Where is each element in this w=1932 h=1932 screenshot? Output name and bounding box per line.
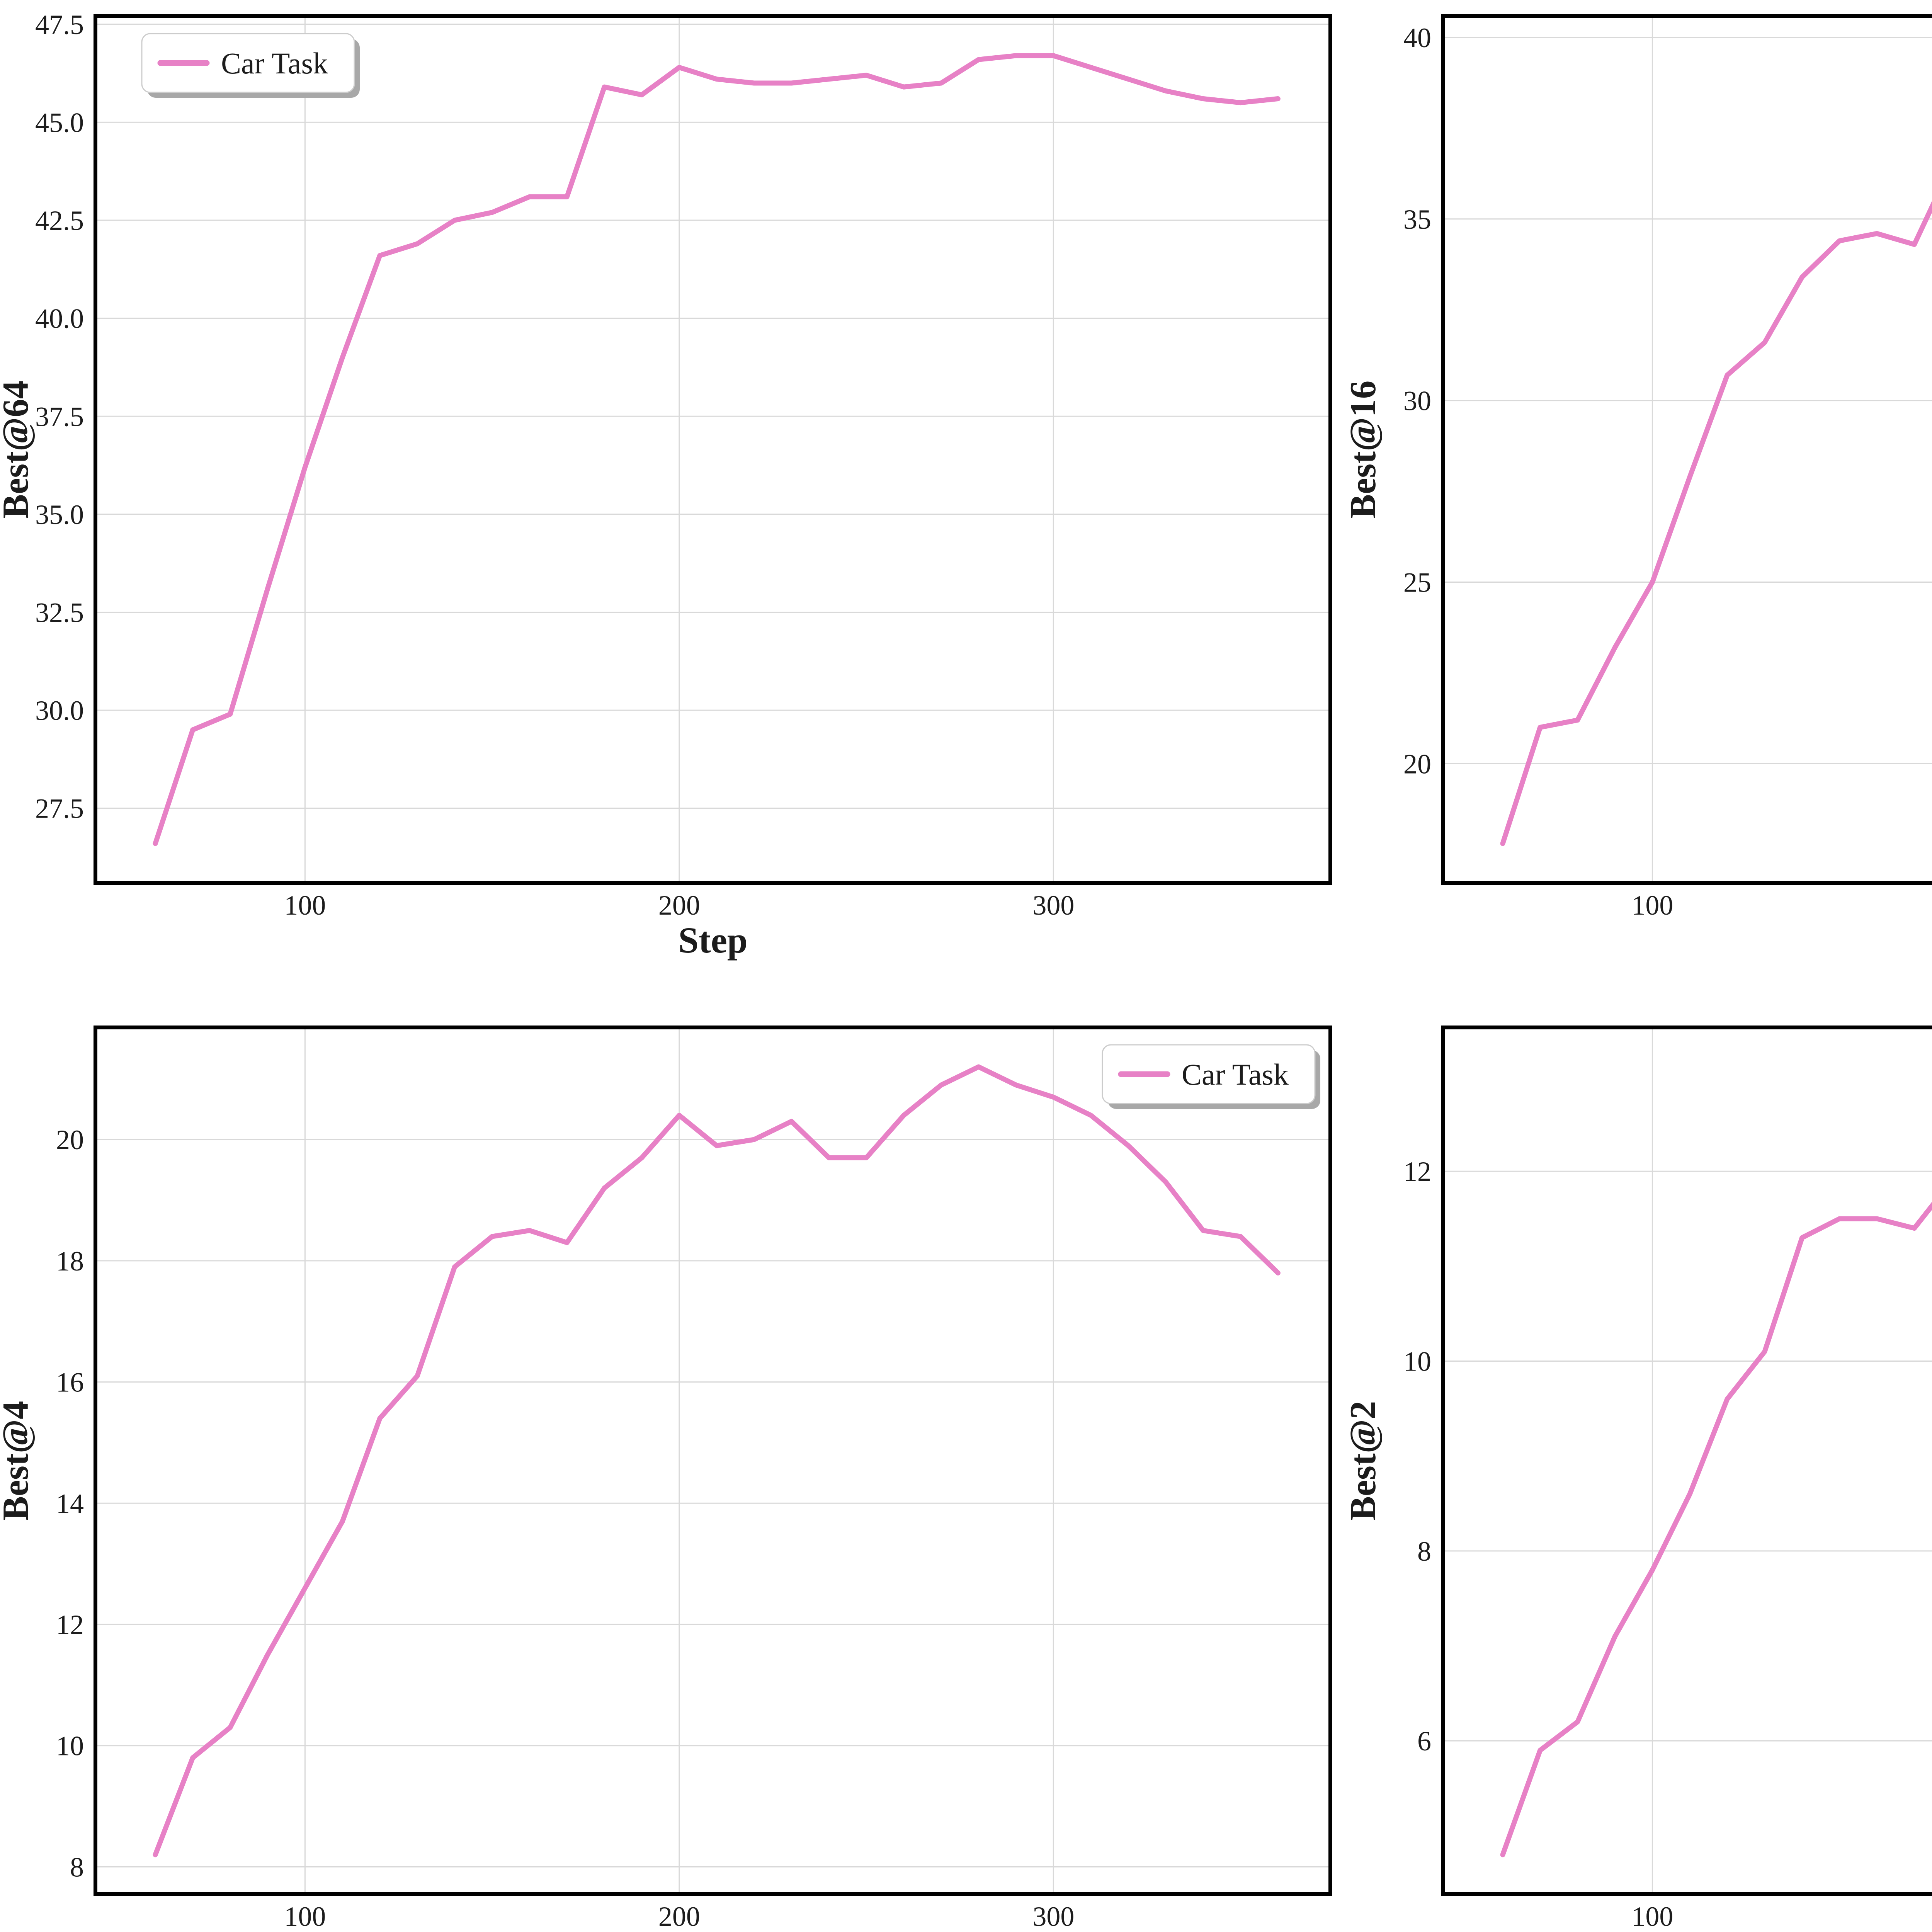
legend-label: Car Task (1182, 1058, 1289, 1091)
y-tick-label: 20 (1403, 748, 1431, 779)
y-tick-label: 10 (1403, 1346, 1431, 1377)
y-tick-label: 30.0 (35, 695, 84, 726)
legend: Car Task (1102, 1044, 1320, 1109)
y-tick-label: 20 (56, 1124, 84, 1155)
y-tick-label: 32.5 (35, 597, 84, 628)
chart-best-at-64: 100 200 300 27.5 30.0 32.5 35.0 37.5 40.0 42.5 45.… (0, 0, 1347, 983)
x-tick-label: 100 (1631, 1901, 1673, 1932)
y-axis-label: Best@16 (1347, 381, 1383, 519)
x-tick-label: 100 (284, 890, 326, 921)
y-tick-label: 30 (1403, 386, 1431, 417)
x-tick-label: 300 (1032, 1901, 1074, 1932)
x-tick-label: 200 (658, 1901, 700, 1932)
x-axis-label: Step (678, 920, 747, 961)
legend-label: Car Task (221, 46, 328, 80)
plot-border (94, 1026, 1332, 1896)
y-tick-label: 40.0 (35, 303, 84, 334)
y-tick-label: 8 (1417, 1536, 1431, 1567)
plot-border (1441, 14, 1932, 885)
car-task-line (1500, 201, 1932, 846)
y-tick-label: 42.5 (35, 205, 84, 236)
y-tick-label: 47.5 (35, 9, 84, 40)
y-tick-label: 35.0 (35, 499, 84, 530)
car-task-line (1500, 1202, 1932, 1857)
chart-best-at-4-canvas: 100 200 300 8 10 12 14 16 18 20 Step Best@4 Car Task (0, 1026, 1332, 1932)
y-tick-label: 40 (1403, 22, 1431, 53)
x-tick-label: 100 (1631, 890, 1673, 921)
x-tick-label: 100 (284, 1901, 326, 1932)
legend-box (1102, 1044, 1316, 1104)
chart-best-at-16-canvas: 1002003002025303540StepBest@16Car Task (1347, 14, 1932, 921)
y-tick-label: 35 (1403, 204, 1431, 235)
y-tick-label: 18 (56, 1246, 84, 1277)
chart-best-at-2: 100200300681012StepBest@2Car Task (1347, 983, 1932, 1932)
x-axis-label: Step (678, 1931, 747, 1932)
y-tick-label: 6 (1417, 1726, 1431, 1757)
y-tick-label: 14 (56, 1488, 84, 1519)
plot-border (94, 14, 1332, 885)
chart-best-at-16: 1002003002025303540StepBest@16Car Task (1347, 0, 1932, 983)
y-axis-label: Best@4 (0, 1401, 36, 1520)
legend: Car Task (141, 33, 360, 98)
car-task-line (153, 1064, 1281, 1857)
y-axis-label: Best@64 (0, 381, 36, 519)
y-tick-label: 16 (56, 1367, 84, 1398)
chart-best-at-2-canvas: 100200300681012StepBest@2Car Task (1347, 1026, 1932, 1932)
y-tick-label: 37.5 (35, 401, 84, 432)
x-tick-label: 300 (1032, 890, 1074, 921)
x-tick-label: 200 (658, 890, 700, 921)
y-tick-label: 12 (1403, 1156, 1431, 1187)
legend-box (141, 33, 355, 93)
y-tick-label: 12 (56, 1609, 84, 1640)
car-task-line (153, 53, 1281, 846)
chart-best-at-64-canvas: 100 200 300 27.5 30.0 32.5 35.0 37.5 40.0 42.5 45.… (0, 9, 1332, 961)
y-tick-label: 10 (56, 1731, 84, 1762)
plot-border (1441, 1026, 1932, 1896)
y-tick-label: 27.5 (35, 793, 84, 824)
y-tick-label: 25 (1403, 567, 1431, 598)
y-tick-label: 45.0 (35, 107, 84, 138)
y-tick-label: 8 (70, 1852, 84, 1883)
y-axis-label: Best@2 (1347, 1401, 1383, 1520)
chart-best-at-4: 100 200 300 8 10 12 14 16 18 20 Step Best@4 Car Task (0, 983, 1347, 1932)
